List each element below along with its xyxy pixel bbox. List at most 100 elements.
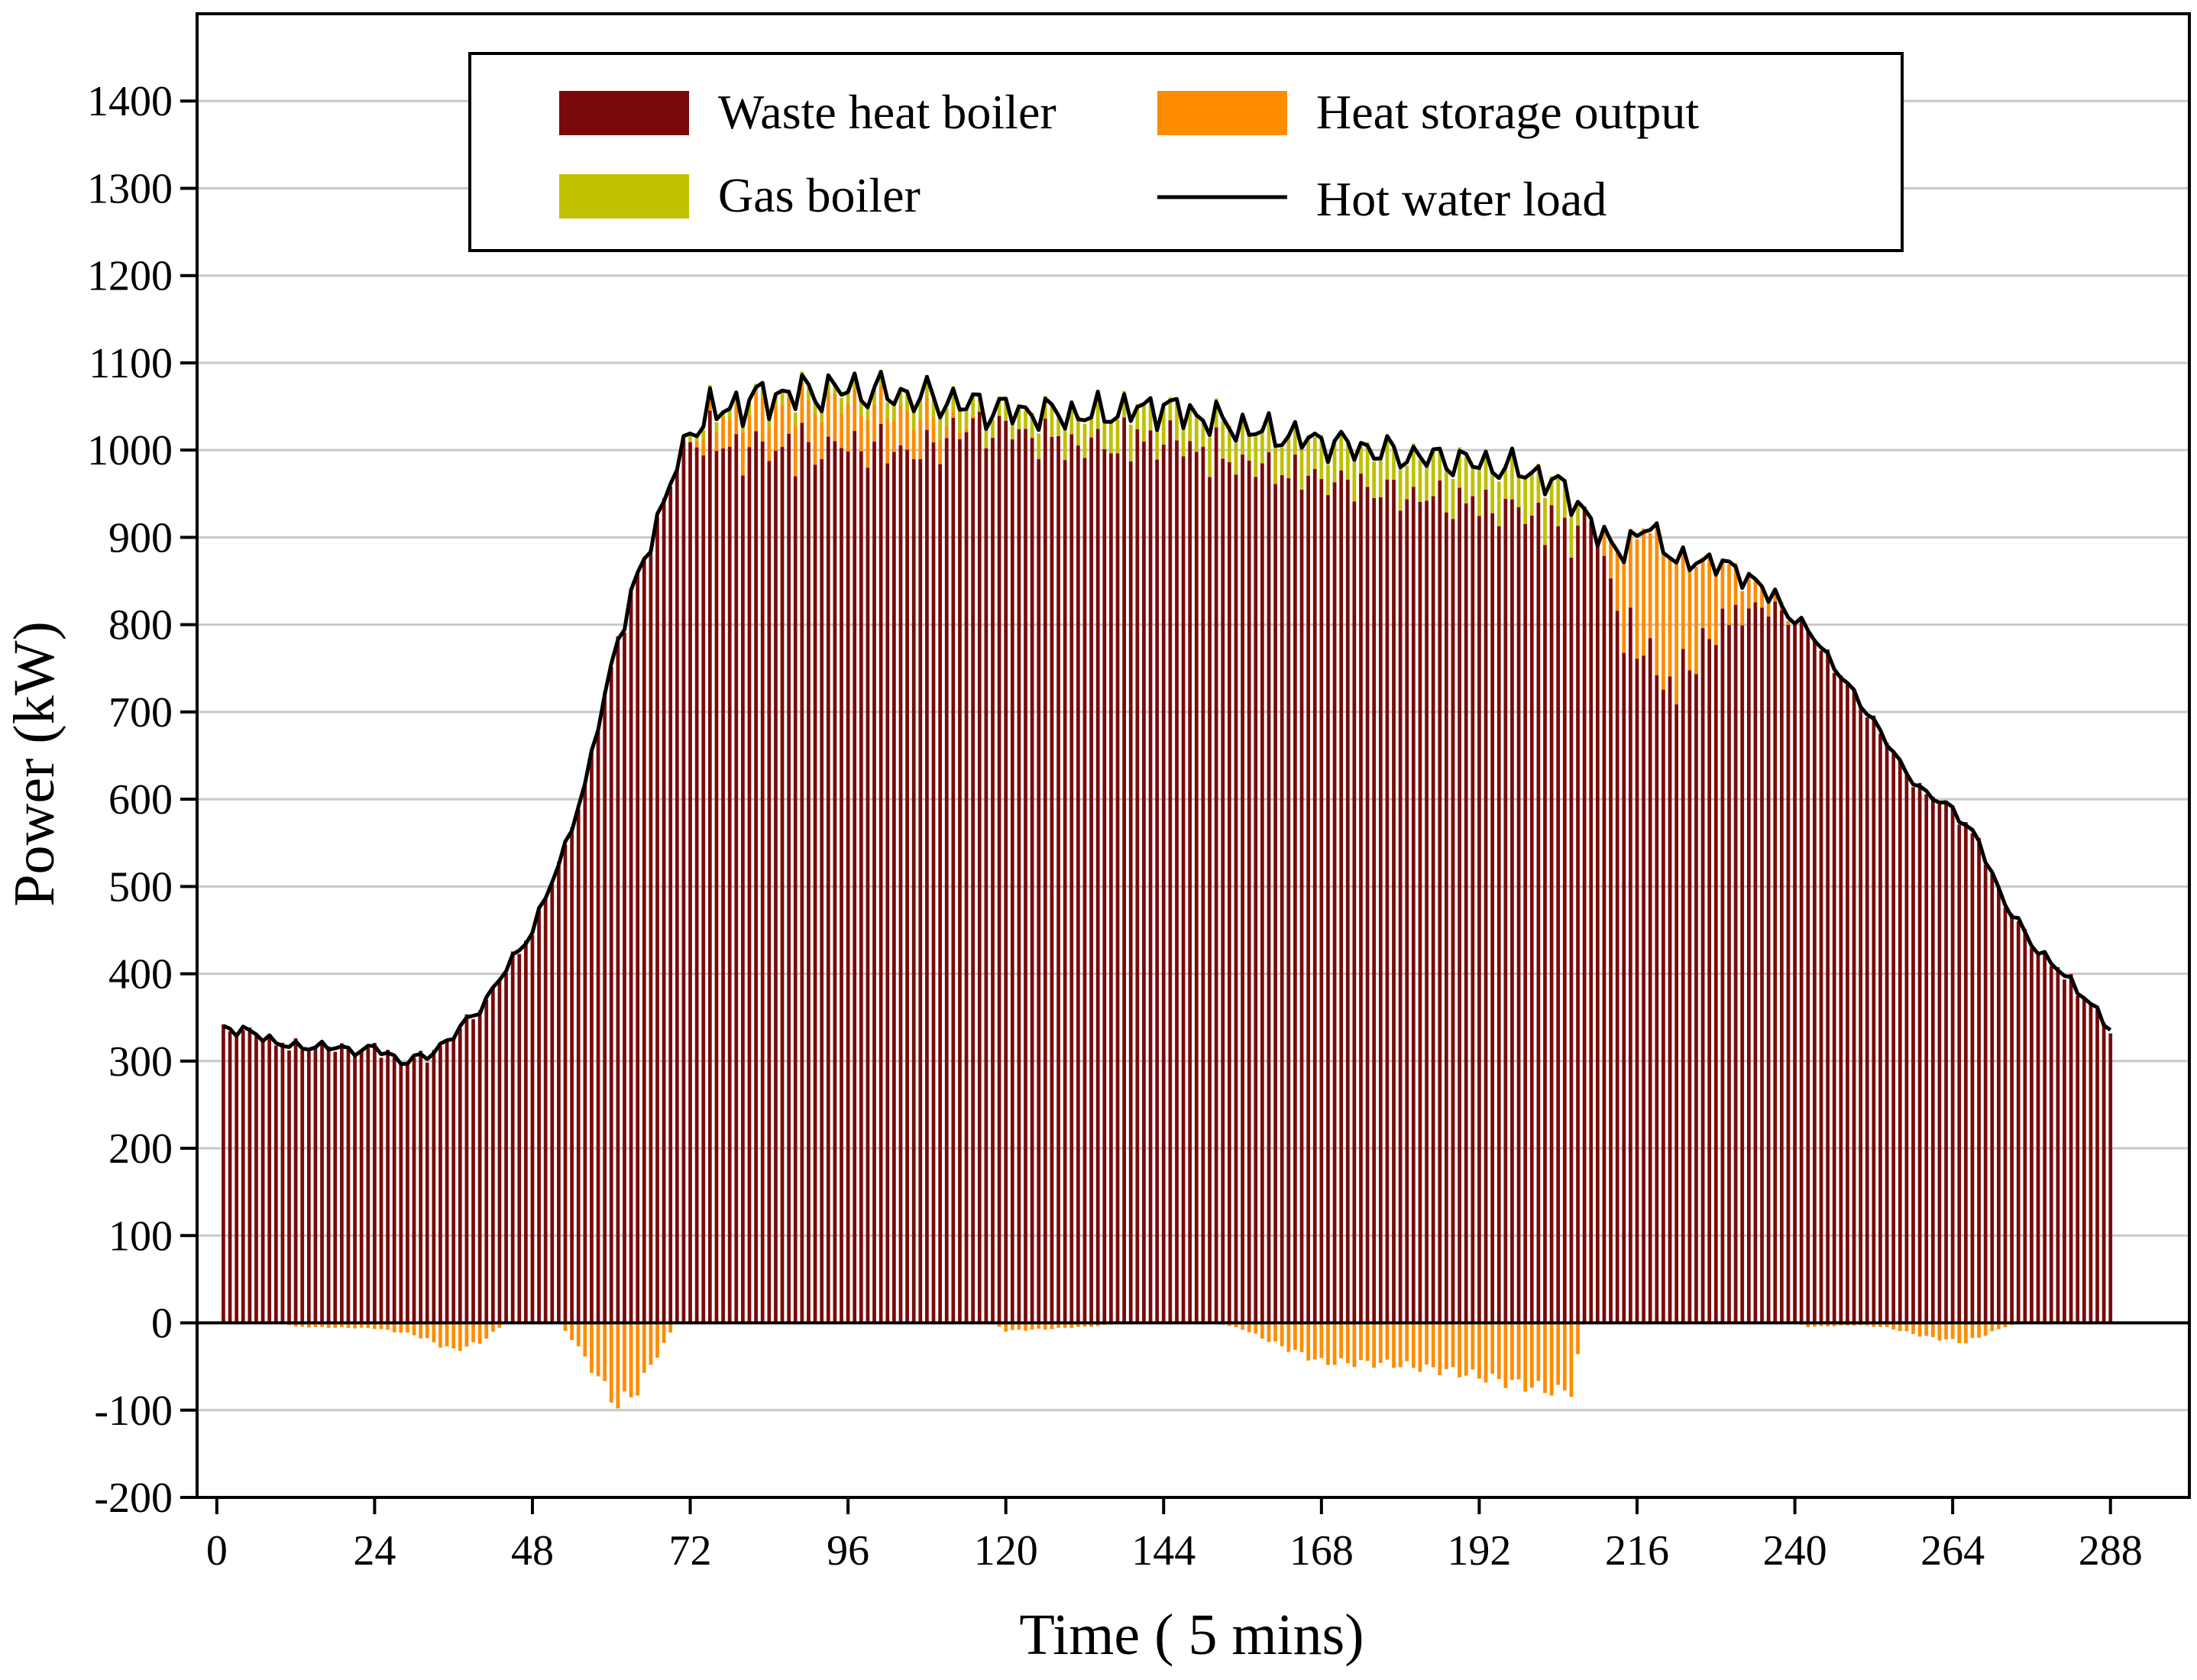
bar-gas-boiler <box>964 409 969 429</box>
bar-heat-storage-charge <box>1451 1322 1455 1368</box>
bar-waste-heat-boiler <box>1839 675 1843 1323</box>
y-tick-label: 1100 <box>89 340 173 387</box>
bar-gas-boiler <box>958 411 962 433</box>
bar-heat-storage-charge <box>563 1322 568 1332</box>
bar-waste-heat-boiler <box>1490 513 1494 1323</box>
bar-waste-heat-boiler <box>1345 479 1350 1323</box>
bar-heat-storage-charge <box>359 1322 364 1328</box>
bar-heat-storage-output <box>964 429 969 432</box>
bar-heat-storage-output <box>1629 529 1632 608</box>
bar-heat-storage-charge <box>1017 1322 1021 1330</box>
bar-waste-heat-boiler <box>1319 478 1324 1323</box>
bar-heat-storage-output <box>872 405 876 442</box>
bar-heat-storage-charge <box>642 1322 646 1373</box>
legend-box <box>468 52 1904 252</box>
bar-heat-storage-output <box>741 432 745 476</box>
bar-waste-heat-boiler <box>1398 510 1403 1323</box>
bar-waste-heat-boiler <box>1168 420 1173 1323</box>
bar-heat-storage-charge <box>1089 1322 1093 1327</box>
bar-waste-heat-boiler <box>1746 608 1751 1323</box>
bar-waste-heat-boiler <box>1339 470 1344 1323</box>
bar-waste-heat-boiler <box>1576 525 1580 1323</box>
bar-heat-storage-charge <box>1267 1322 1271 1342</box>
bar-heat-storage-output <box>793 426 798 477</box>
bar-waste-heat-boiler <box>807 442 811 1323</box>
bar-heat-storage-output <box>1609 539 1613 579</box>
bar-waste-heat-boiler <box>1458 487 1461 1323</box>
bar-heat-storage-charge <box>1549 1322 1554 1396</box>
bar-waste-heat-boiler <box>1451 519 1455 1323</box>
bar-waste-heat-boiler <box>458 1028 462 1323</box>
bar-waste-heat-boiler <box>445 1039 449 1323</box>
bar-waste-heat-boiler <box>727 446 732 1323</box>
bar-heat-storage-charge <box>1431 1322 1435 1368</box>
bar-waste-heat-boiler <box>1990 871 1995 1323</box>
bar-gas-boiler <box>1155 429 1160 460</box>
bar-gas-boiler <box>1221 421 1225 459</box>
bar-heat-storage-output <box>1713 575 1718 646</box>
bar-heat-storage-charge <box>379 1322 383 1329</box>
bar-waste-heat-boiler <box>359 1050 364 1323</box>
bar-waste-heat-boiler <box>222 1024 225 1323</box>
bar-gas-boiler <box>1109 420 1113 454</box>
bar-heat-storage-output <box>701 439 706 456</box>
bar-waste-heat-boiler <box>1793 620 1797 1323</box>
bar-heat-storage-output <box>754 391 758 432</box>
bar-heat-storage-output <box>958 432 962 439</box>
bar-gas-boiler <box>1562 479 1567 518</box>
bar-waste-heat-boiler <box>2095 1009 2099 1323</box>
bar-heat-storage-charge <box>1872 1322 1876 1327</box>
bar-gas-boiler <box>780 391 785 405</box>
x-tick-label: 216 <box>1605 1527 1669 1575</box>
bar-gas-boiler <box>1529 474 1534 516</box>
bar-waste-heat-boiler <box>1846 684 1849 1323</box>
bar-gas-boiler <box>820 412 824 422</box>
bar-heat-storage-charge <box>1826 1322 1830 1327</box>
bar-gas-boiler <box>1241 413 1244 455</box>
bar-waste-heat-boiler <box>2108 1033 2113 1323</box>
bar-heat-storage-output <box>807 400 811 442</box>
bar-waste-heat-boiler <box>668 487 673 1323</box>
bar-heat-storage-output <box>911 429 916 459</box>
bar-heat-storage-output <box>971 416 976 419</box>
bar-heat-storage-output <box>1720 558 1725 609</box>
bar-waste-heat-boiler <box>1766 617 1771 1323</box>
bar-heat-storage-charge <box>1069 1322 1074 1329</box>
bar-gas-boiler <box>840 397 843 413</box>
bar-heat-storage-charge <box>326 1322 331 1329</box>
bar-gas-boiler <box>1004 400 1008 421</box>
bar-waste-heat-boiler <box>951 417 956 1323</box>
bar-waste-heat-boiler <box>1076 445 1080 1323</box>
bar-waste-heat-boiler <box>813 465 817 1323</box>
y-tick-label: 600 <box>108 776 173 824</box>
bar-waste-heat-boiler <box>1832 672 1836 1323</box>
bar-waste-heat-boiler <box>721 448 725 1323</box>
bar-heat-storage-output <box>1687 566 1692 671</box>
bar-waste-heat-boiler <box>1332 482 1337 1323</box>
bar-heat-storage-charge <box>1076 1322 1080 1327</box>
bar-waste-heat-boiler <box>675 468 679 1323</box>
bar-heat-storage-charge <box>1425 1322 1429 1365</box>
bar-waste-heat-boiler <box>1312 469 1317 1323</box>
x-tick-label: 72 <box>669 1527 712 1575</box>
bar-gas-boiler <box>1128 424 1133 461</box>
bar-gas-boiler <box>813 399 817 413</box>
bar-waste-heat-boiler <box>267 1034 272 1323</box>
bar-waste-heat-boiler <box>1662 689 1665 1323</box>
bar-waste-heat-boiler <box>1668 676 1672 1323</box>
bar-gas-boiler <box>701 430 706 439</box>
bar-heat-storage-output <box>840 413 843 448</box>
legend-label-gas-boiler: Gas boiler <box>718 168 921 222</box>
bar-waste-heat-boiler <box>399 1063 403 1323</box>
bar-gas-boiler <box>1260 428 1264 464</box>
bar-heat-storage-output <box>898 405 903 446</box>
bar-heat-storage-charge <box>1944 1322 1948 1340</box>
bar-heat-storage-charge <box>1543 1322 1547 1394</box>
bar-waste-heat-boiler <box>1095 429 1100 1323</box>
bar-gas-boiler <box>1372 461 1377 498</box>
bar-waste-heat-boiler <box>530 934 535 1323</box>
bar-gas-boiler <box>1056 415 1060 436</box>
bar-waste-heat-boiler <box>339 1043 344 1323</box>
bar-gas-boiler <box>991 419 995 439</box>
bar-waste-heat-boiler <box>1674 704 1679 1323</box>
